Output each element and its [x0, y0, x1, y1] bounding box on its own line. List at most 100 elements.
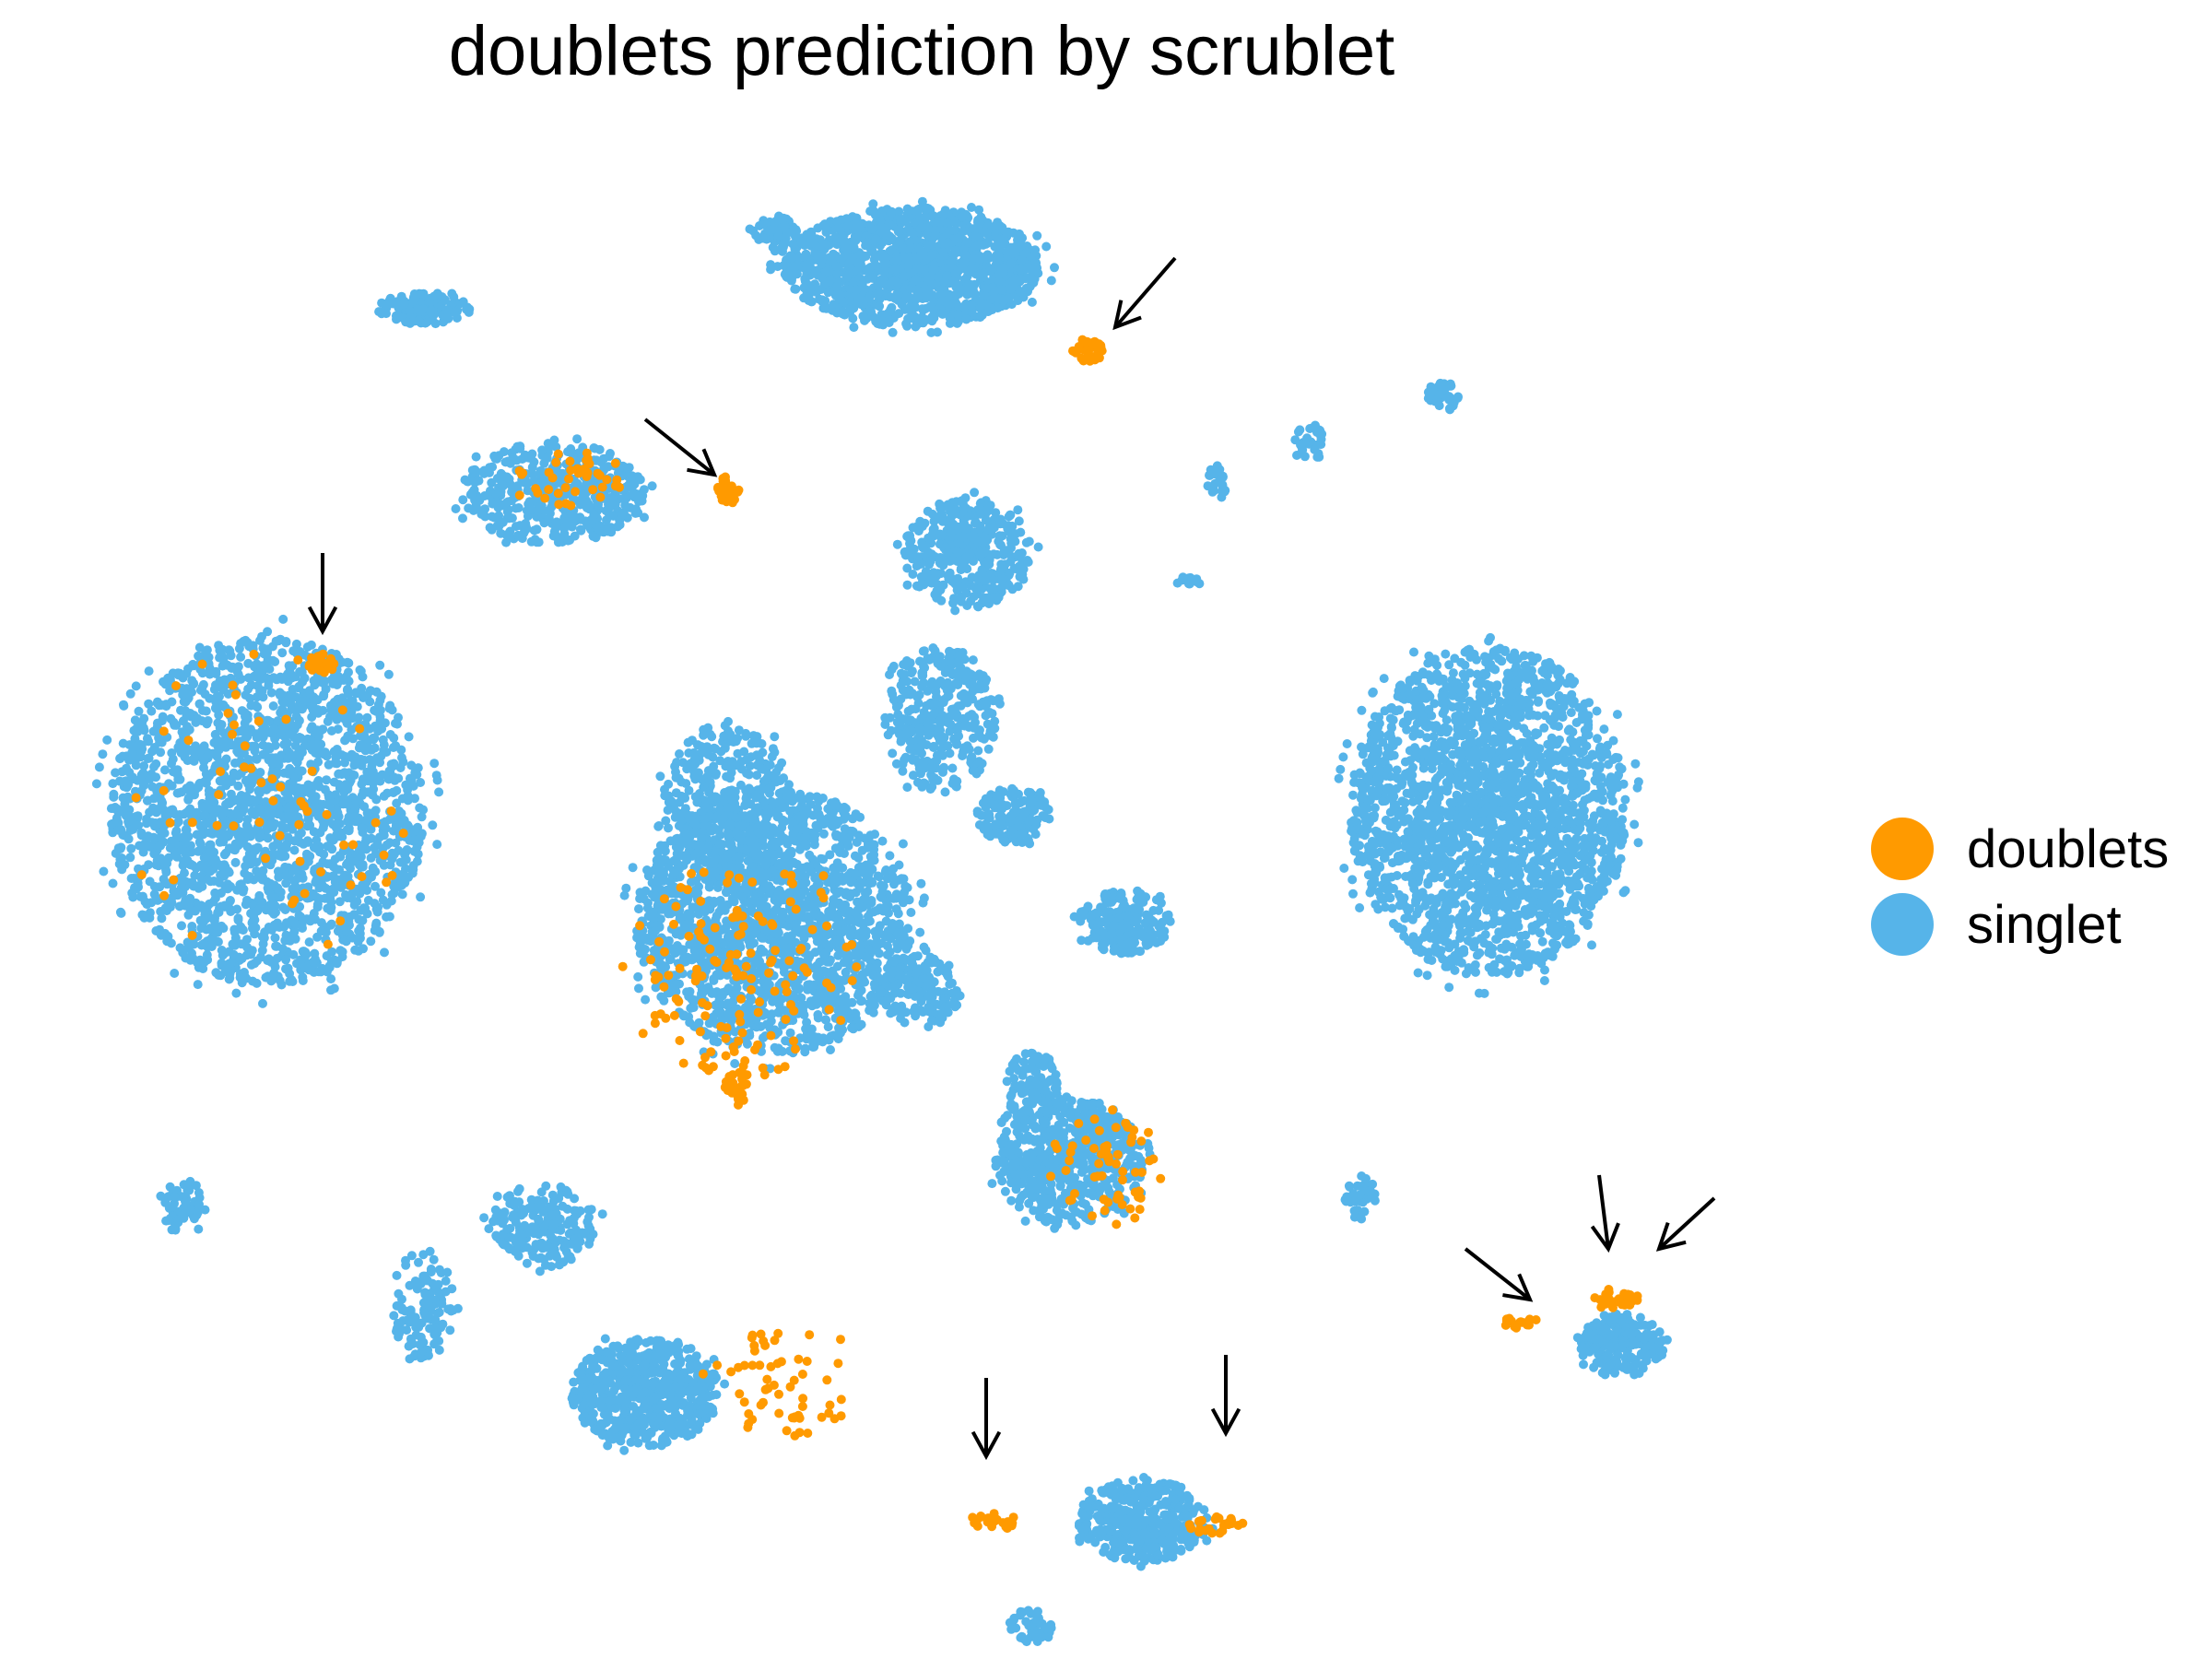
singlet-point — [348, 734, 358, 743]
singlet-point — [1023, 285, 1032, 294]
singlet-point — [308, 722, 317, 731]
singlet-point — [153, 856, 162, 865]
singlet-point — [883, 230, 892, 240]
singlet-point — [208, 936, 218, 946]
singlet-point — [293, 735, 302, 744]
singlet-point — [865, 294, 874, 303]
singlet-point — [267, 907, 276, 916]
singlet-point — [156, 841, 165, 851]
singlet-point — [276, 690, 285, 700]
singlet-point — [875, 301, 884, 311]
singlet-point — [939, 209, 948, 218]
singlet-point — [466, 490, 476, 500]
singlet-point — [480, 512, 489, 522]
singlet-point — [201, 689, 210, 699]
singlet-point — [152, 808, 161, 818]
singlet-point — [317, 918, 326, 927]
singlet-point — [143, 796, 152, 806]
singlet-point — [608, 511, 618, 520]
singlet-point — [295, 667, 304, 677]
singlet-point — [162, 906, 171, 915]
singlet-point — [359, 802, 369, 811]
singlet-point — [119, 700, 128, 710]
singlet-point — [636, 475, 645, 484]
singlet-point — [174, 670, 183, 679]
singlet-point — [195, 956, 205, 965]
singlet-point — [185, 786, 194, 795]
singlet-point — [961, 315, 971, 324]
singlet-point — [283, 738, 292, 747]
singlet-point — [185, 725, 194, 735]
singlet-point — [943, 238, 952, 247]
singlet-point — [199, 939, 208, 948]
singlet-point — [928, 265, 937, 275]
singlet-point — [976, 269, 985, 278]
singlet-point — [327, 706, 336, 715]
singlet-point — [171, 809, 180, 818]
singlet-point — [319, 690, 328, 700]
singlet-point — [347, 888, 357, 898]
singlet-point — [242, 855, 252, 865]
singlet-point — [253, 873, 263, 882]
singlet-point — [135, 707, 144, 716]
singlet-point — [267, 759, 276, 768]
singlet-point — [966, 300, 975, 309]
singlet-point — [231, 858, 241, 867]
singlet-point — [900, 272, 909, 281]
singlet-point — [1047, 276, 1056, 285]
singlet-point — [139, 724, 148, 733]
singlet-point — [458, 495, 467, 504]
singlet-point — [141, 897, 150, 906]
singlet-point — [225, 799, 234, 808]
singlet-point — [271, 934, 280, 943]
singlet-point — [146, 841, 155, 850]
singlet-point — [247, 960, 256, 970]
singlet-point — [959, 227, 968, 236]
singlet-point — [160, 829, 170, 838]
singlet-point — [356, 740, 365, 749]
singlet-point — [885, 318, 894, 327]
singlet-point — [184, 806, 194, 816]
singlet-point — [359, 786, 368, 795]
singlet-point — [1050, 263, 1059, 272]
singlet-point — [195, 838, 205, 847]
singlet-point — [234, 662, 243, 671]
singlet-point — [109, 793, 118, 802]
singlet-point — [173, 743, 182, 752]
singlet-point — [116, 908, 125, 917]
singlet-point — [215, 878, 224, 888]
singlet-point — [572, 434, 582, 443]
singlet-point — [183, 665, 193, 674]
singlet-point — [367, 762, 376, 771]
singlet-point — [839, 310, 848, 319]
singlet-point — [124, 834, 134, 843]
singlet-point — [356, 929, 365, 938]
singlet-point — [429, 292, 439, 301]
singlet-point — [190, 753, 199, 762]
singlet-point — [331, 875, 340, 884]
singlet-point — [227, 740, 236, 749]
singlet-point — [278, 615, 288, 624]
singlet-point — [401, 848, 410, 857]
singlet-point — [549, 436, 559, 445]
singlet-point — [321, 785, 330, 794]
singlet-point — [211, 680, 220, 689]
singlet-point — [253, 755, 262, 764]
singlet-point — [388, 761, 397, 771]
singlet-point — [1041, 242, 1051, 252]
singlet-point — [394, 713, 403, 723]
singlet-point — [183, 944, 193, 953]
singlet-point — [946, 226, 955, 235]
singlet-point — [458, 513, 467, 523]
singlet-point — [294, 830, 303, 840]
singlet-point — [310, 827, 319, 836]
singlet-point — [377, 299, 386, 308]
singlet-point — [308, 892, 317, 901]
singlet-point — [488, 500, 497, 509]
singlet-point — [269, 701, 278, 711]
singlet-point — [263, 956, 272, 965]
singlet-point — [161, 867, 171, 877]
singlet-point — [463, 305, 472, 314]
singlet-point — [261, 973, 270, 982]
singlet-point — [307, 641, 316, 650]
